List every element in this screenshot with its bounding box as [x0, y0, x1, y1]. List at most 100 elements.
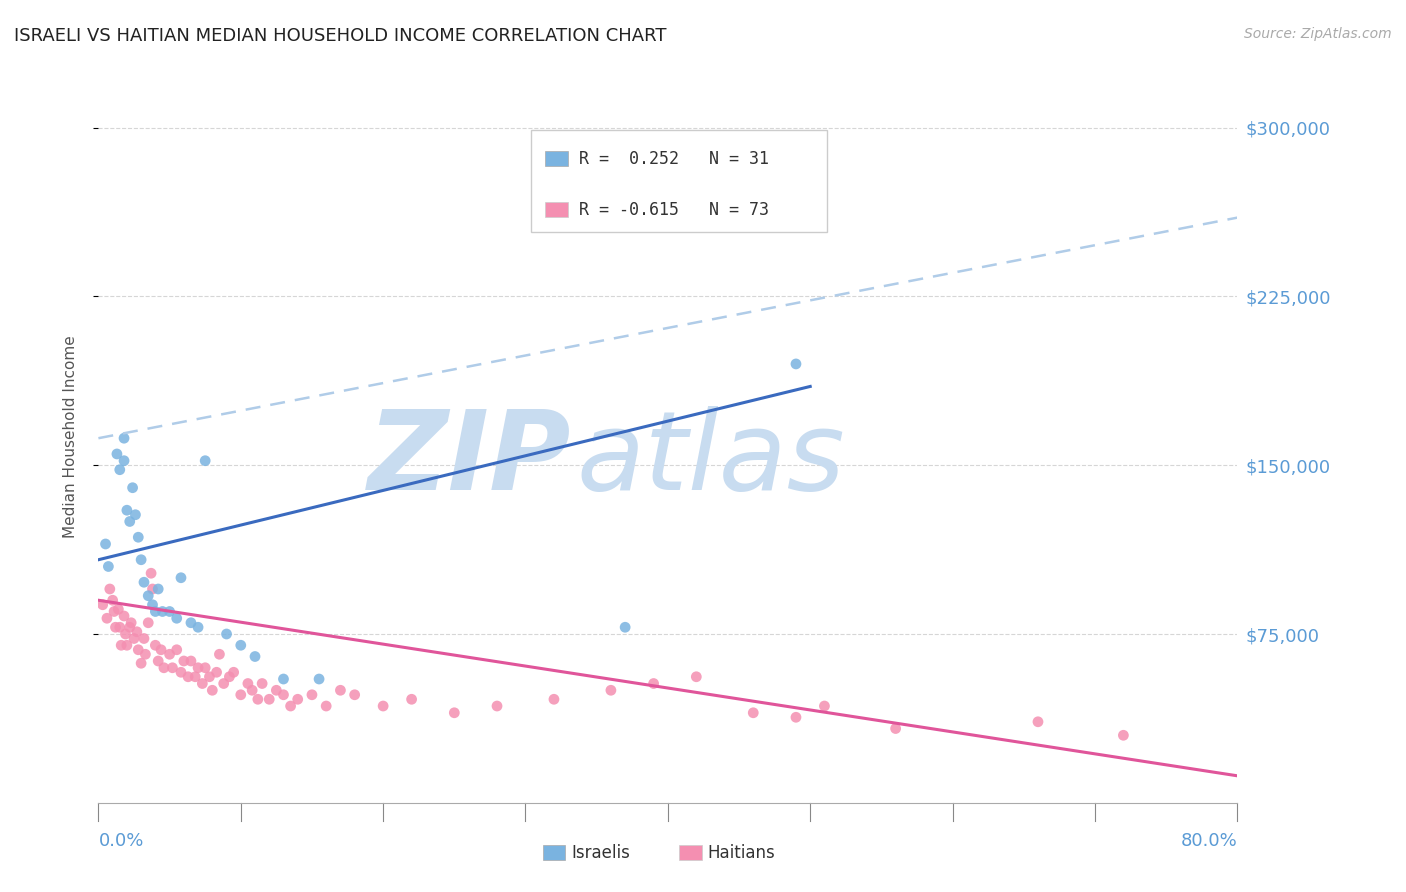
Text: Israelis: Israelis	[571, 844, 630, 862]
Point	[148, 654, 170, 668]
Point	[308, 672, 330, 686]
Point	[148, 582, 170, 596]
Point	[115, 638, 138, 652]
Point	[266, 683, 288, 698]
Point	[112, 431, 135, 445]
Point	[125, 624, 148, 639]
Point	[243, 649, 266, 664]
Point	[170, 571, 193, 585]
Point	[96, 611, 118, 625]
Point	[124, 508, 146, 522]
Point	[543, 692, 565, 706]
Point	[301, 688, 323, 702]
Point	[105, 447, 128, 461]
Point	[184, 670, 207, 684]
Point	[120, 615, 142, 630]
Text: R =  0.252   N = 31: R = 0.252 N = 31	[579, 150, 769, 168]
Point	[152, 605, 174, 619]
Point	[94, 537, 117, 551]
Point	[273, 672, 295, 686]
Text: ISRAELI VS HAITIAN MEDIAN HOUSEHOLD INCOME CORRELATION CHART: ISRAELI VS HAITIAN MEDIAN HOUSEHOLD INCO…	[14, 27, 666, 45]
Point	[813, 699, 835, 714]
Point	[177, 670, 200, 684]
Point	[173, 654, 195, 668]
Point	[127, 530, 149, 544]
Point	[343, 688, 366, 702]
Point	[103, 605, 125, 619]
Point	[280, 699, 302, 714]
Point	[122, 632, 145, 646]
Point	[643, 676, 665, 690]
Point	[145, 638, 167, 652]
Point	[287, 692, 309, 706]
Point	[110, 638, 132, 652]
Point	[198, 670, 221, 684]
Point	[98, 582, 121, 596]
Point	[118, 515, 141, 529]
Point	[218, 670, 240, 684]
Point	[486, 699, 509, 714]
Point	[240, 683, 263, 698]
Point	[180, 615, 202, 630]
Point	[250, 676, 273, 690]
Point	[443, 706, 465, 720]
Point	[229, 638, 252, 652]
Point	[114, 627, 136, 641]
Point	[201, 683, 224, 698]
Point	[132, 632, 155, 646]
Point	[153, 661, 176, 675]
Point	[315, 699, 337, 714]
Point	[187, 661, 209, 675]
Point	[132, 575, 155, 590]
Point	[329, 683, 352, 698]
Point	[212, 676, 235, 690]
Point	[215, 627, 238, 641]
Point	[785, 710, 807, 724]
Point	[129, 657, 152, 671]
Point	[118, 620, 141, 634]
Point	[742, 706, 765, 720]
Point	[121, 481, 143, 495]
Point	[1112, 728, 1135, 742]
Point	[1026, 714, 1049, 729]
Point	[236, 676, 259, 690]
FancyBboxPatch shape	[543, 846, 565, 860]
Point	[97, 559, 120, 574]
Point	[112, 453, 135, 467]
Point	[194, 661, 217, 675]
Point	[141, 582, 163, 596]
FancyBboxPatch shape	[546, 152, 568, 166]
Point	[401, 692, 423, 706]
Point	[884, 722, 907, 736]
FancyBboxPatch shape	[531, 130, 827, 232]
Point	[104, 620, 127, 634]
Text: Haitians: Haitians	[707, 844, 776, 862]
Point	[166, 611, 188, 625]
Point	[180, 654, 202, 668]
FancyBboxPatch shape	[679, 846, 702, 860]
Point	[685, 670, 707, 684]
Point	[373, 699, 395, 714]
Point	[129, 553, 152, 567]
Point	[187, 620, 209, 634]
Point	[159, 647, 181, 661]
Point	[191, 676, 214, 690]
Point	[145, 605, 167, 619]
FancyBboxPatch shape	[546, 202, 568, 217]
Text: R = -0.615   N = 73: R = -0.615 N = 73	[579, 201, 769, 219]
Point	[108, 463, 131, 477]
Point	[101, 593, 124, 607]
Point	[170, 665, 193, 680]
Point	[229, 688, 252, 702]
Point	[136, 589, 159, 603]
Point	[162, 661, 184, 675]
Point	[112, 609, 135, 624]
Text: 80.0%: 80.0%	[1181, 832, 1237, 850]
Text: 0.0%: 0.0%	[98, 832, 143, 850]
Point	[134, 647, 156, 661]
Point	[127, 642, 149, 657]
Point	[139, 566, 162, 581]
Point	[107, 602, 129, 616]
Point	[150, 642, 173, 657]
Point	[115, 503, 138, 517]
